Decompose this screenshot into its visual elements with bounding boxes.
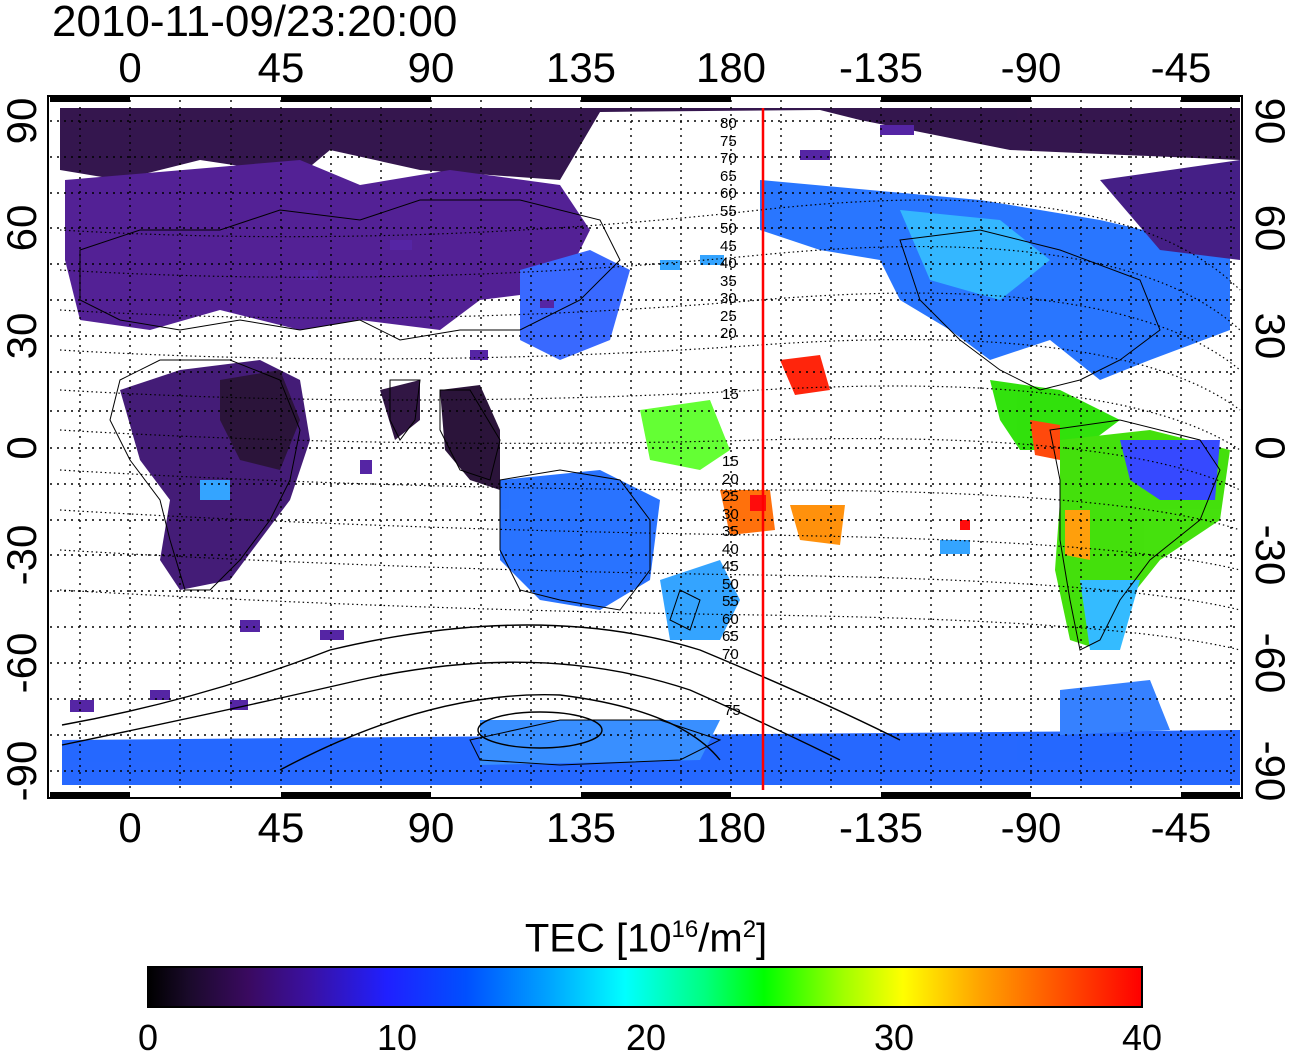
lon-tick-top: -90 [1000,44,1062,91]
contour-label: 40 [720,255,737,272]
lon-tick-bottom: 180 [695,804,767,851]
lon-tick-top: 180 [695,44,767,91]
contour-label: 65 [722,628,739,645]
lon-tick-bottom: 90 [407,804,455,851]
graticule [50,100,1240,792]
contour-label: 45 [720,237,737,255]
timestamp-title: 2010-11-09/23:20:00 [52,0,458,46]
contour-label: 55 [722,593,739,610]
lon-tick-bottom: -135 [838,804,924,851]
contour-label: 70 [722,645,739,663]
colorbar-tick: 40 [1121,1017,1163,1058]
lon-tick-top: 0 [118,44,142,91]
contour-label: 55 [720,202,737,220]
contour-label: 30 [720,290,737,307]
contour-label: 25 [720,307,737,325]
contour-label: 15 [722,386,739,403]
contour-labels-north: 80 75 70 65 60 55 50 45 40 35 30 25 20 [720,115,737,343]
contour-label: 35 [720,272,737,290]
contour-label: 35 [722,523,739,540]
contour-label: 60 [722,610,739,628]
contour-label: 20 [720,325,737,342]
contour-label: 50 [722,575,739,593]
colorbar-tick: 0 [137,1017,159,1058]
lon-tick-top: 45 [257,44,305,91]
lon-tick-bottom: -45 [1150,804,1212,851]
contour-label: 75 [720,132,737,150]
lon-tick-top: -135 [838,44,924,91]
contour-label: 40 [722,540,739,558]
polar-contours [61,624,901,771]
contour-label: 60 [720,185,737,202]
map-border-ticks [50,96,1240,798]
colorbar-title: TEC [1016/m2] [524,916,768,961]
contour-label: 20 [722,470,739,488]
colorbar-tick: 10 [376,1017,418,1058]
contour-label: 15 [722,453,739,470]
contour-labels-south: 15 20 25 30 35 40 45 50 55 60 65 70 [722,453,739,663]
lon-tick-top: 135 [545,44,617,91]
contour-label: 65 [720,167,737,185]
contour-label: 80 [720,115,737,132]
colorbar-tick: 20 [625,1017,667,1058]
lon-tick-bottom: 45 [257,804,305,851]
contour-label: 30 [722,505,739,523]
tec-map [47,95,1243,799]
contour-label: 50 [720,220,737,237]
contour-label: 70 [720,150,737,167]
lon-tick-top: -45 [1150,44,1212,91]
coastlines [79,199,1221,766]
lon-tick-top: 90 [407,44,455,91]
contour-label: 25 [722,488,739,505]
magnetic-contours [59,199,1241,651]
lon-tick-bottom: -90 [1000,804,1062,851]
colorbar-tick: 30 [873,1017,915,1058]
contour-label: 45 [722,558,739,575]
lon-tick-bottom: 0 [118,804,142,851]
contour-label: 75 [724,702,741,719]
lon-tick-bottom: 135 [545,804,617,851]
tec-colorbar [147,966,1143,1008]
